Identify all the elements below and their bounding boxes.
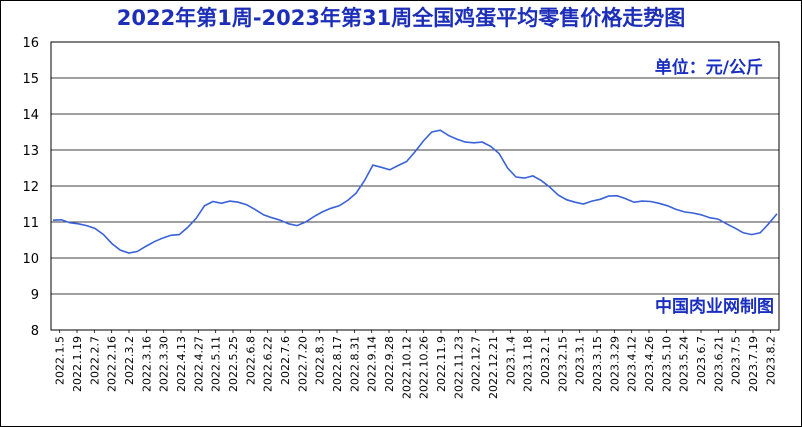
x-tick-label: 2022.11.9 [435,336,448,392]
x-tick-label: 2023.1.18 [522,336,535,392]
x-tick-label: 2022.2.7 [88,336,101,385]
x-tick-label: 2022.3.16 [140,336,153,392]
grid-layer [50,41,780,331]
x-tick-label: 2022.6.22 [262,336,275,392]
x-tick-label: 2023.2.15 [556,336,569,392]
x-axis: 2022.1.5 2022.1.19 2022.2.7 2022.2.16 2022.3… [54,330,777,399]
x-tick-label: 2022.3.2 [123,336,136,385]
x-tick-label: 2023.4.26 [643,336,656,392]
x-tick-label: 2022.9.28 [383,336,396,392]
x-tick-label: 2022.5.11 [210,336,223,392]
x-tick-label: 2022.12.21 [487,336,500,399]
x-tick-label: 2023.6.21 [712,336,725,392]
x-tick-label: 2022.8.3 [314,336,327,385]
x-tick-label: 2022.3.30 [158,336,171,392]
x-tick-label: 2022.1.5 [54,336,67,385]
series-line [52,129,778,254]
x-tick-label: 2022.4.13 [175,336,188,392]
x-tick-label: 2022.12.7 [470,336,483,392]
x-tick-label: 2023.3.1 [574,336,587,385]
x-tick-label: 2022.10.26 [418,336,431,399]
y-tick-label: 13 [22,144,39,159]
y-tick-label: 9 [31,288,39,303]
x-tick-label: 2022.8.31 [348,336,361,392]
x-tick-label: 2022.9.14 [366,336,379,392]
x-tick-label: 2022.1.19 [71,336,84,392]
x-tick-label: 2023.5.24 [678,336,691,392]
x-tick-label: 2022.7.20 [296,336,309,392]
x-tick-label: 2023.1.4 [504,336,517,385]
x-tick-label: 2023.7.19 [747,336,760,392]
x-tick-label: 2023.4.12 [626,336,639,392]
y-tick-label: 15 [22,72,39,87]
x-tick-label: 2022.4.27 [192,336,205,392]
x-tick-label: 2022.5.25 [227,336,240,392]
x-tick-label: 2023.8.2 [764,336,777,385]
y-tick-label: 14 [22,108,39,123]
x-tick-label: 2022.8.17 [331,336,344,392]
chart-title: 2022年第1周-2023年第31周全国鸡蛋平均零售价格走势图 [116,6,686,30]
x-tick-label: 2023.5.10 [660,336,673,392]
x-tick-label: 2023.6.7 [695,336,708,385]
x-tick-label: 2023.7.5 [730,336,743,385]
source-annotation: 中国肉业网制图 [655,296,774,317]
y-tick-label: 10 [22,252,39,267]
y-tick-label: 12 [22,180,39,195]
x-tick-label: 2022.6.8 [244,336,257,385]
y-axis: 8 9 10 11 12 13 14 15 16 [22,36,39,339]
x-tick-label: 2023.2.1 [539,336,552,385]
x-tick-label: 2022.11.23 [452,336,465,399]
y-tick-label: 11 [22,216,39,231]
x-tick-label: 2022.7.6 [279,336,292,385]
x-tick-label: 2023.3.15 [591,336,604,392]
y-tick-label: 16 [22,36,39,51]
x-tick-label: 2023.3.29 [608,336,621,392]
x-tick-label: 2022.2.16 [106,336,119,392]
y-tick-label: 8 [31,324,39,339]
unit-annotation: 单位：元/公斤 [655,57,763,78]
x-tick-label: 2022.10.12 [400,336,413,399]
